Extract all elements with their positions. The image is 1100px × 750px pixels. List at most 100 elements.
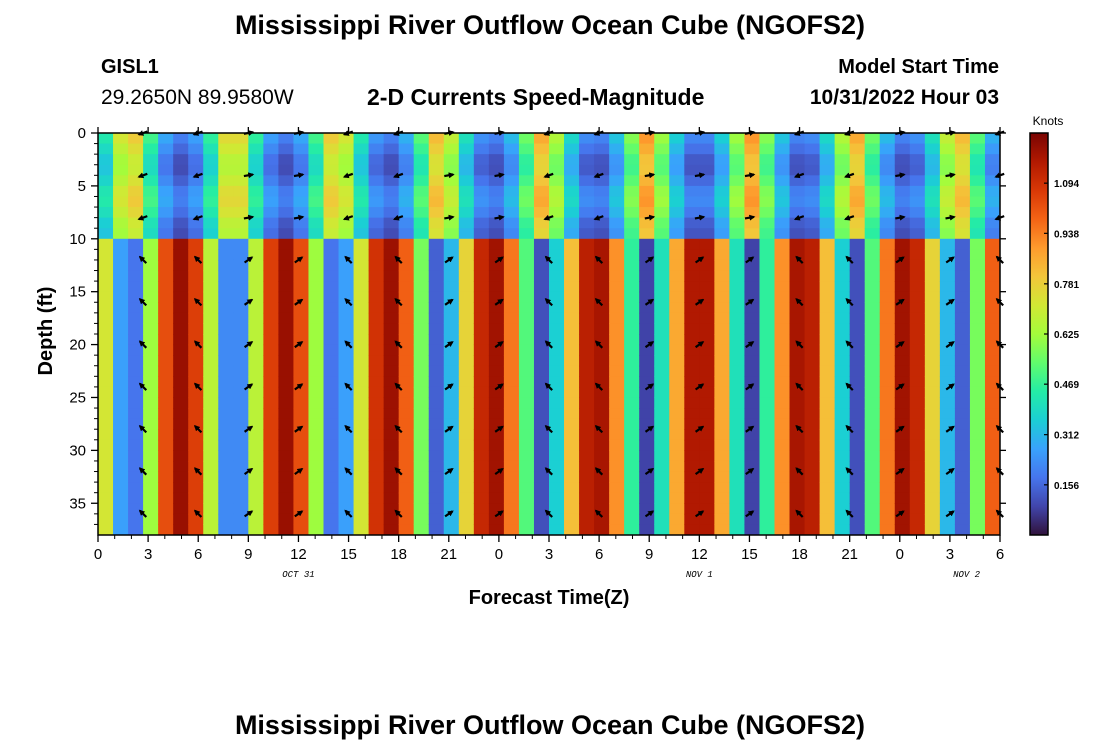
current-vector — [845, 424, 854, 434]
heatmap-cell — [383, 386, 400, 399]
colorbar-tick-label: 0.625 — [1054, 330, 1079, 341]
heatmap-cell — [759, 302, 776, 314]
heatmap-cell — [458, 408, 475, 420]
heatmap-cell — [954, 228, 971, 240]
heatmap-cell — [774, 228, 791, 240]
heatmap-cell — [428, 281, 445, 293]
heatmap-cell — [624, 270, 640, 282]
heatmap-cell — [864, 185, 881, 198]
heatmap-cell — [624, 524, 640, 535]
heatmap-cell — [879, 302, 896, 314]
heatmap-cell — [443, 524, 460, 535]
heatmap-cell — [594, 386, 610, 399]
heatmap-cell — [188, 408, 204, 420]
x-tick-label: 15 — [741, 546, 758, 563]
heatmap-cell — [969, 196, 986, 208]
current-vector — [444, 214, 455, 221]
heatmap-cell — [954, 344, 971, 356]
heatmap-cell — [804, 365, 821, 377]
heatmap-cell — [639, 175, 655, 187]
heatmap-cell — [789, 386, 806, 399]
heatmap-cell — [864, 143, 881, 155]
heatmap-cell — [98, 281, 114, 293]
heatmap-cell — [909, 154, 926, 166]
heatmap-cell — [714, 228, 730, 240]
current-vector — [544, 255, 553, 264]
heatmap-cell — [549, 376, 565, 388]
y-tick-label: 5 — [78, 178, 86, 195]
heatmap-cell — [684, 524, 700, 535]
heatmap-cell — [233, 281, 249, 293]
heatmap-cell — [323, 217, 340, 229]
heatmap-cell — [909, 429, 926, 441]
heatmap-cell — [248, 207, 264, 219]
heatmap-cell — [293, 418, 310, 430]
heatmap-cell — [669, 175, 685, 187]
current-vector — [243, 256, 254, 264]
heatmap-cell — [744, 249, 761, 261]
heatmap-cell — [834, 334, 851, 346]
heatmap-cell — [699, 238, 715, 250]
heatmap-cell — [864, 524, 881, 535]
heatmap-cell — [594, 355, 610, 367]
heatmap-cell — [849, 450, 866, 462]
heatmap-cell — [143, 450, 159, 462]
heatmap-cell — [909, 482, 926, 494]
heatmap-cell — [368, 471, 385, 483]
heatmap-cell — [398, 281, 415, 293]
heatmap-cell — [789, 439, 806, 451]
heatmap-cell — [533, 365, 550, 377]
heatmap-cell — [1000, 376, 1016, 387]
heatmap-cell — [233, 238, 249, 250]
heatmap-cell — [819, 365, 836, 377]
heatmap-cell — [278, 439, 295, 451]
heatmap-cell — [518, 323, 535, 335]
heatmap-cell — [203, 270, 219, 282]
heatmap-cell — [1000, 493, 1016, 504]
heatmap-cell — [218, 482, 234, 494]
heatmap-cell — [624, 217, 640, 229]
heatmap-cell — [98, 376, 114, 388]
heatmap-cell — [879, 133, 896, 145]
heatmap-cell — [654, 524, 670, 535]
heatmap-cell — [398, 376, 415, 388]
heatmap-cell — [488, 376, 505, 388]
heatmap-cell — [188, 323, 204, 335]
heatmap-cell — [143, 365, 159, 377]
heatmap-cell — [368, 376, 385, 388]
heatmap-cell — [443, 217, 460, 229]
heatmap-cell — [699, 196, 715, 208]
heatmap-cell — [188, 185, 204, 198]
heatmap-cell — [488, 386, 505, 399]
heatmap-cell — [248, 281, 264, 293]
heatmap-cell — [789, 376, 806, 388]
heatmap-cell — [774, 207, 791, 219]
heatmap-cell — [383, 312, 400, 325]
heatmap-cell — [744, 133, 761, 145]
heatmap-cell — [308, 397, 325, 409]
heatmap-cell — [579, 460, 595, 473]
heatmap-cell — [879, 492, 896, 504]
heatmap-cell — [579, 154, 595, 166]
heatmap-cell — [699, 175, 715, 187]
heatmap-cell — [488, 418, 505, 430]
heatmap-cell — [353, 164, 370, 176]
heatmap-cell — [488, 217, 505, 229]
heatmap-cell — [113, 217, 129, 229]
heatmap-cell — [924, 217, 941, 229]
heatmap-cell — [714, 471, 730, 483]
heatmap-cell — [954, 439, 971, 451]
heatmap-cell — [98, 175, 114, 187]
heatmap-cell — [473, 503, 490, 515]
heatmap-cell — [518, 217, 535, 229]
heatmap-cell — [128, 175, 144, 187]
heatmap-cell — [579, 503, 595, 515]
heatmap-cell — [293, 291, 310, 303]
heatmap-cell — [413, 344, 430, 356]
heatmap-cell — [278, 429, 295, 441]
heatmap-cell — [654, 249, 670, 261]
heatmap-cell — [128, 323, 144, 335]
heatmap-cell — [368, 154, 385, 166]
heatmap-cell — [804, 259, 821, 272]
heatmap-cell — [473, 397, 490, 409]
